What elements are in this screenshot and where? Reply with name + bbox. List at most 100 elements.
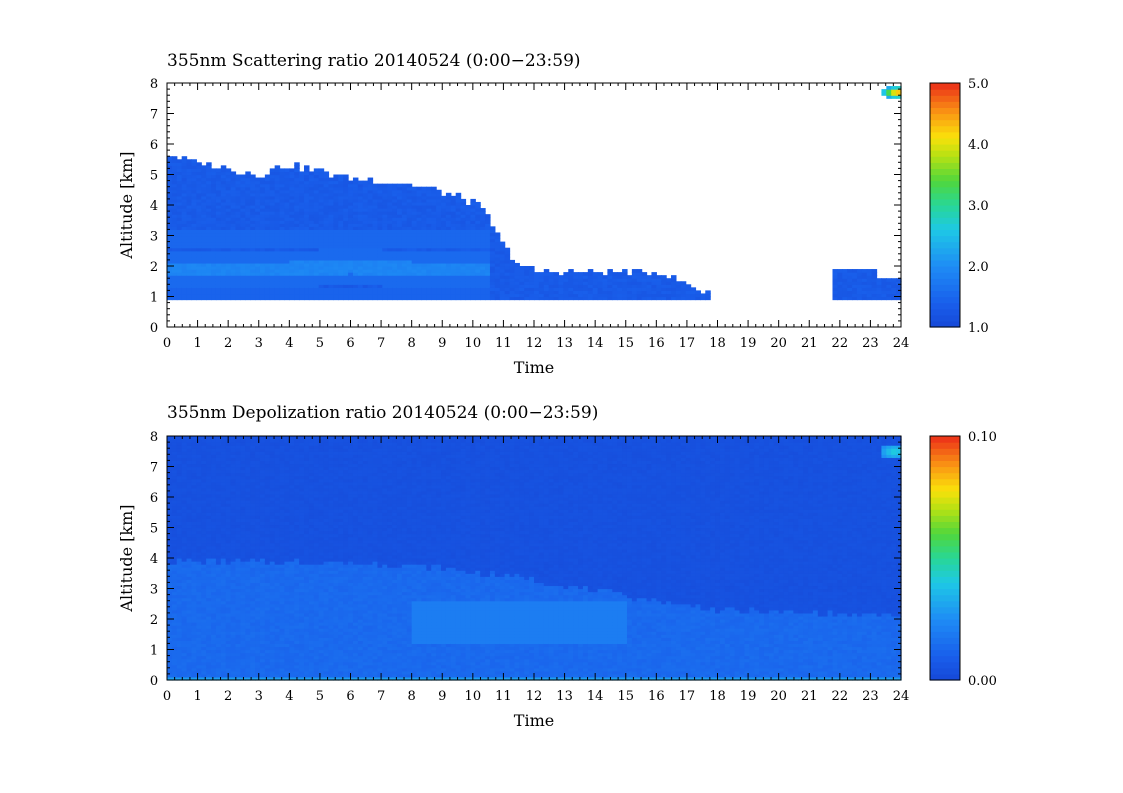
heatmap-cell (167, 229, 173, 234)
heatmap-cell (289, 195, 295, 200)
heatmap-cell (338, 217, 344, 221)
heatmap-cell (377, 287, 383, 291)
heatmap-cell (245, 637, 251, 641)
heatmap-cell (861, 284, 868, 288)
heatmap-cell (235, 551, 241, 556)
heatmap-cell (171, 545, 178, 550)
x-tick-label: 23 (862, 336, 879, 351)
heatmap-cell (240, 238, 246, 243)
heatmap-cell (348, 259, 354, 264)
heatmap-cell (460, 235, 467, 240)
heatmap-cell (362, 180, 369, 185)
heatmap-cell (284, 232, 290, 237)
heatmap-cell (230, 625, 237, 629)
heatmap-cell (480, 262, 486, 267)
heatmap-cell (475, 211, 481, 215)
heatmap-cell (167, 493, 173, 498)
heatmap-cell (284, 293, 290, 298)
heatmap-cell (201, 634, 207, 638)
heatmap-cell (426, 278, 432, 282)
heatmap-cell (220, 625, 227, 629)
heatmap-cell (612, 275, 618, 279)
heatmap-cell (176, 198, 183, 203)
heatmap-cell (211, 649, 217, 654)
heatmap-cell (215, 195, 222, 200)
heatmap-cell (171, 646, 178, 651)
heatmap-cell (215, 463, 222, 468)
heatmap-cell (196, 214, 202, 218)
heatmap-cell (196, 579, 202, 583)
heatmap-cell (215, 171, 222, 176)
heatmap-cell (357, 262, 364, 267)
heatmap-cell (308, 186, 315, 191)
heatmap-cell (176, 472, 183, 477)
heatmap-cell (323, 235, 330, 240)
heatmap-cell (201, 475, 207, 480)
heatmap-cell (206, 551, 212, 556)
heatmap-cell (441, 208, 447, 212)
heatmap-cell (622, 275, 628, 279)
heatmap-cell (225, 448, 232, 452)
heatmap-cell (455, 208, 462, 212)
heatmap-cell (220, 290, 227, 295)
heatmap-cell (240, 211, 246, 215)
heatmap-cell (519, 287, 525, 291)
heatmap-cell (181, 284, 188, 288)
heatmap-cell (186, 451, 193, 455)
heatmap-cell (352, 183, 359, 188)
heatmap-cell (245, 591, 251, 596)
heatmap-cell (465, 211, 471, 215)
heatmap-cell (396, 214, 403, 218)
heatmap-cell (186, 442, 193, 446)
heatmap-cell (191, 253, 197, 258)
heatmap-cell (274, 189, 281, 194)
heatmap-cell (171, 628, 178, 632)
heatmap-cell (259, 250, 266, 255)
heatmap-cell (896, 284, 902, 288)
heatmap-cell (176, 211, 183, 215)
heatmap-cell (167, 192, 173, 197)
heatmap-cell (176, 652, 183, 657)
heatmap-cell (255, 198, 261, 203)
heatmap-cell (578, 296, 584, 301)
heatmap-cell (264, 235, 271, 240)
heatmap-cell (299, 183, 305, 188)
heatmap-cell (181, 676, 188, 681)
heatmap-cell (211, 603, 217, 608)
heatmap-cell (289, 214, 295, 218)
heatmap-cell (186, 481, 193, 486)
heatmap-cell (896, 293, 902, 298)
heatmap-cell (181, 518, 188, 522)
heatmap-cell (186, 189, 193, 194)
heatmap-cell (206, 606, 212, 611)
heatmap-cell (333, 174, 339, 179)
heatmap-cell (304, 168, 310, 173)
heatmap-cell (245, 615, 251, 620)
heatmap-cell (186, 211, 193, 215)
heatmap-cell (250, 542, 256, 547)
heatmap-cell (196, 266, 202, 270)
heatmap-cell (215, 619, 222, 623)
heatmap-cell (211, 205, 217, 209)
heatmap-cell (362, 220, 369, 224)
heatmap-cell (245, 256, 251, 261)
heatmap-cell (602, 293, 608, 298)
heatmap-cell (617, 296, 623, 301)
heatmap-cell (411, 214, 418, 218)
heatmap-cell (181, 278, 188, 282)
heatmap-cell (206, 612, 212, 617)
heatmap-cell (382, 217, 388, 221)
heatmap-cell (421, 229, 427, 234)
heatmap-cell (494, 278, 501, 282)
heatmap-cell (245, 208, 251, 212)
heatmap-cell (186, 186, 193, 191)
heatmap-cell (191, 189, 197, 194)
heatmap-cell (215, 259, 222, 264)
heatmap-cell (436, 266, 442, 270)
heatmap-cell (245, 625, 251, 629)
heatmap-cell (220, 472, 227, 477)
heatmap-cell (651, 284, 657, 288)
heatmap-cell (465, 256, 471, 261)
heatmap-cell (220, 174, 227, 179)
heatmap-cell (367, 272, 374, 276)
